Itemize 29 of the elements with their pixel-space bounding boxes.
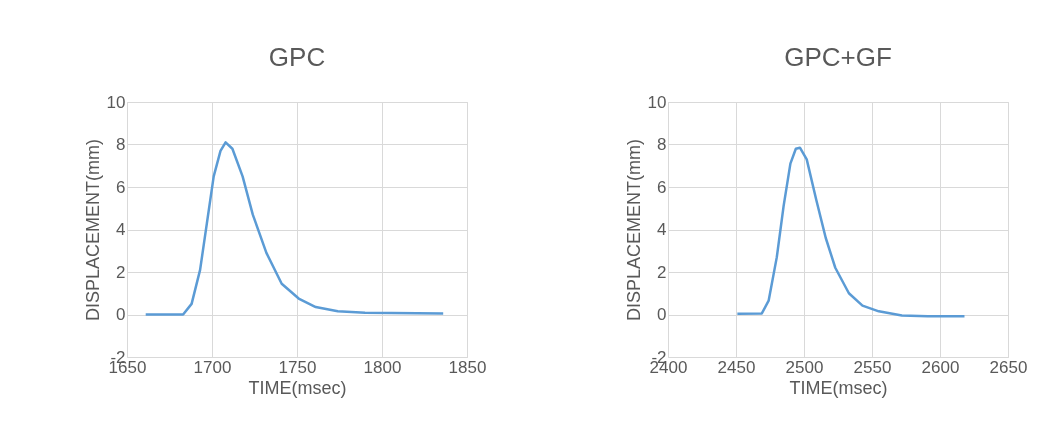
x-tick-label: 2500 — [785, 357, 824, 377]
chart-title: GPC — [268, 42, 326, 72]
chart-title: GPC+GF — [784, 42, 892, 72]
y-axis-title: DISPLACEMENT(mm) — [82, 138, 103, 322]
y-tick-label: 0 — [657, 305, 667, 324]
y-axis-title: DISPLACEMENT(mm) — [623, 138, 644, 322]
y-tick-label: 8 — [116, 135, 126, 154]
y-tick-label: 10 — [106, 92, 126, 112]
line-series — [736, 146, 966, 318]
y-tick-label: 0 — [116, 305, 126, 324]
x-tick-label: 1700 — [193, 357, 232, 377]
x-tick-label: 2550 — [853, 357, 892, 377]
x-tick-label: 1850 — [448, 357, 487, 377]
y-tick-label: 6 — [116, 177, 126, 197]
y-tick-label: 6 — [657, 177, 667, 197]
x-tick-label: 2650 — [989, 357, 1028, 377]
y-tick-label: 10 — [647, 92, 667, 112]
y-tick-label: 8 — [657, 135, 667, 154]
y-tick-label: 2 — [116, 262, 126, 282]
x-tick-label: 1750 — [278, 357, 317, 377]
x-axis-title: TIME(msec) — [248, 377, 347, 398]
x-tick-label: 2600 — [921, 357, 960, 377]
y-tick-label: 2 — [657, 262, 667, 282]
x-tick-label: 1800 — [363, 357, 402, 377]
y-tick-label: 4 — [657, 220, 667, 239]
x-axis-title: TIME(msec) — [789, 377, 888, 398]
y-tick-label: 4 — [116, 220, 126, 239]
line-series — [144, 141, 445, 316]
x-tick-label: 2450 — [717, 357, 756, 377]
